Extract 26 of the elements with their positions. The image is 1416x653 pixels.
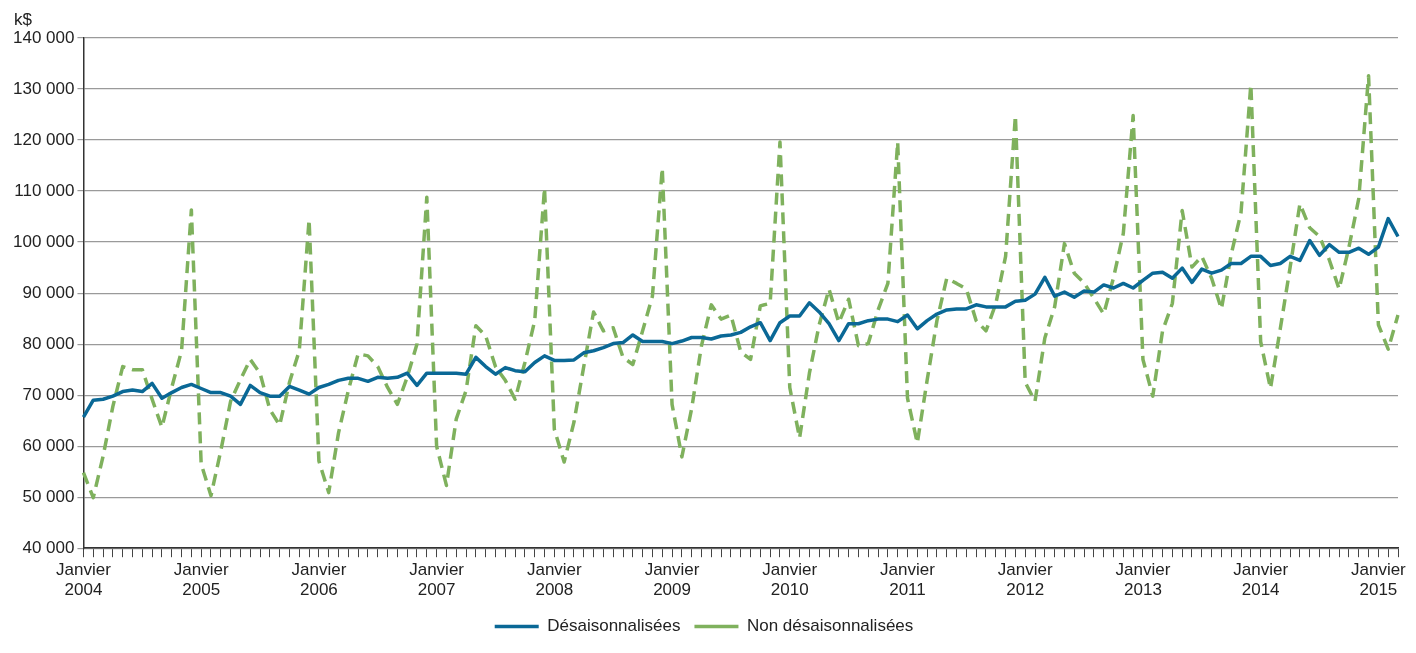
- y-tick-label: 110 000: [14, 180, 75, 200]
- y-tick-label: 50 000: [22, 486, 75, 506]
- x-tick-label: Janvier 2004: [56, 560, 112, 600]
- y-tick-label: 80 000: [22, 333, 75, 353]
- y-axis-title: k$: [14, 10, 33, 30]
- x-tick-label: Janvier 2007: [409, 560, 465, 600]
- x-tick-label: Janvier 2005: [173, 560, 229, 600]
- y-tick-label: 140 000: [13, 27, 75, 47]
- y-tick-label: 120 000: [13, 129, 75, 149]
- x-tick-label: Janvier 2010: [762, 560, 818, 600]
- y-tick-label: 60 000: [22, 435, 75, 455]
- x-tick-label: Janvier 2014: [1233, 560, 1289, 600]
- legend-label: Non désaisonnalisées: [746, 616, 914, 636]
- x-tick-label: Janvier 2009: [644, 560, 700, 600]
- x-tick-label: Janvier 2013: [1115, 560, 1171, 600]
- x-tick-label: Janvier 2012: [997, 560, 1053, 600]
- y-tick-label: 130 000: [13, 78, 75, 98]
- y-tick-label: 90 000: [22, 282, 75, 302]
- y-tick-label: 40 000: [22, 537, 75, 557]
- y-tick-label: 100 000: [13, 231, 75, 251]
- y-tick-label: 70 000: [22, 384, 75, 404]
- x-tick-label: Janvier 2006: [291, 560, 347, 600]
- legend-label: Désaisonnalisées: [547, 616, 681, 636]
- x-tick-label: Janvier 2011: [880, 560, 936, 600]
- x-tick-label: Janvier 2015: [1350, 560, 1407, 600]
- x-tick-label: Janvier 2008: [526, 560, 583, 600]
